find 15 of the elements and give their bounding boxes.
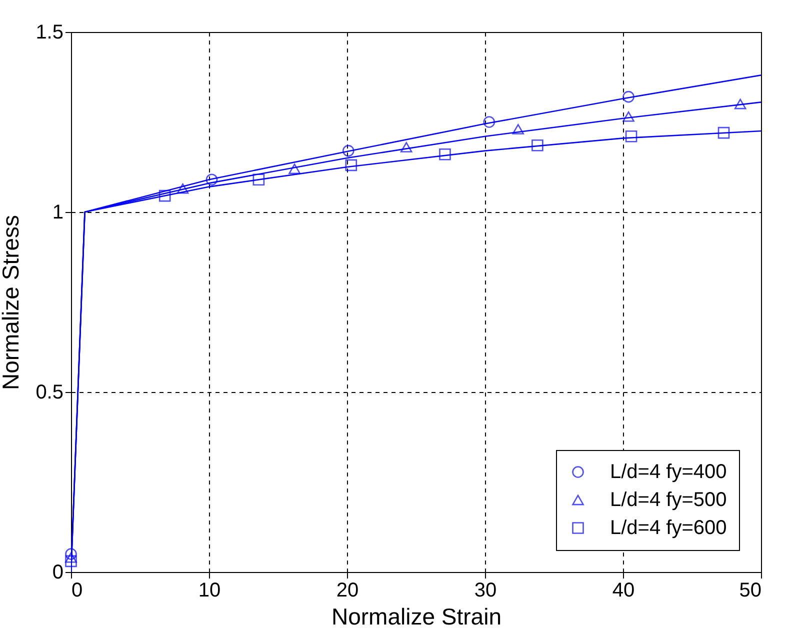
x-tick-label: 0 — [72, 580, 83, 602]
y-axis-title: Normalize Stress — [0, 214, 24, 390]
y-tick-label: 1 — [52, 202, 64, 224]
y-tick-label: 0 — [52, 562, 64, 584]
legend-label: L/d=4 fy=600 — [610, 517, 727, 539]
legend-label: L/d=4 fy=500 — [610, 489, 727, 511]
x-tick-label: 30 — [474, 580, 497, 602]
x-tick-label: 40 — [612, 580, 635, 602]
y-tick-label: 0.5 — [36, 382, 64, 404]
x-axis-title: Normalize Strain — [332, 604, 502, 630]
x-tick-label: 50 — [739, 580, 762, 602]
x-tick-label: 20 — [336, 580, 359, 602]
x-tick-label: 10 — [198, 580, 221, 602]
legend-label: L/d=4 fy=400 — [610, 461, 727, 483]
y-tick-label: 1.5 — [36, 22, 64, 44]
